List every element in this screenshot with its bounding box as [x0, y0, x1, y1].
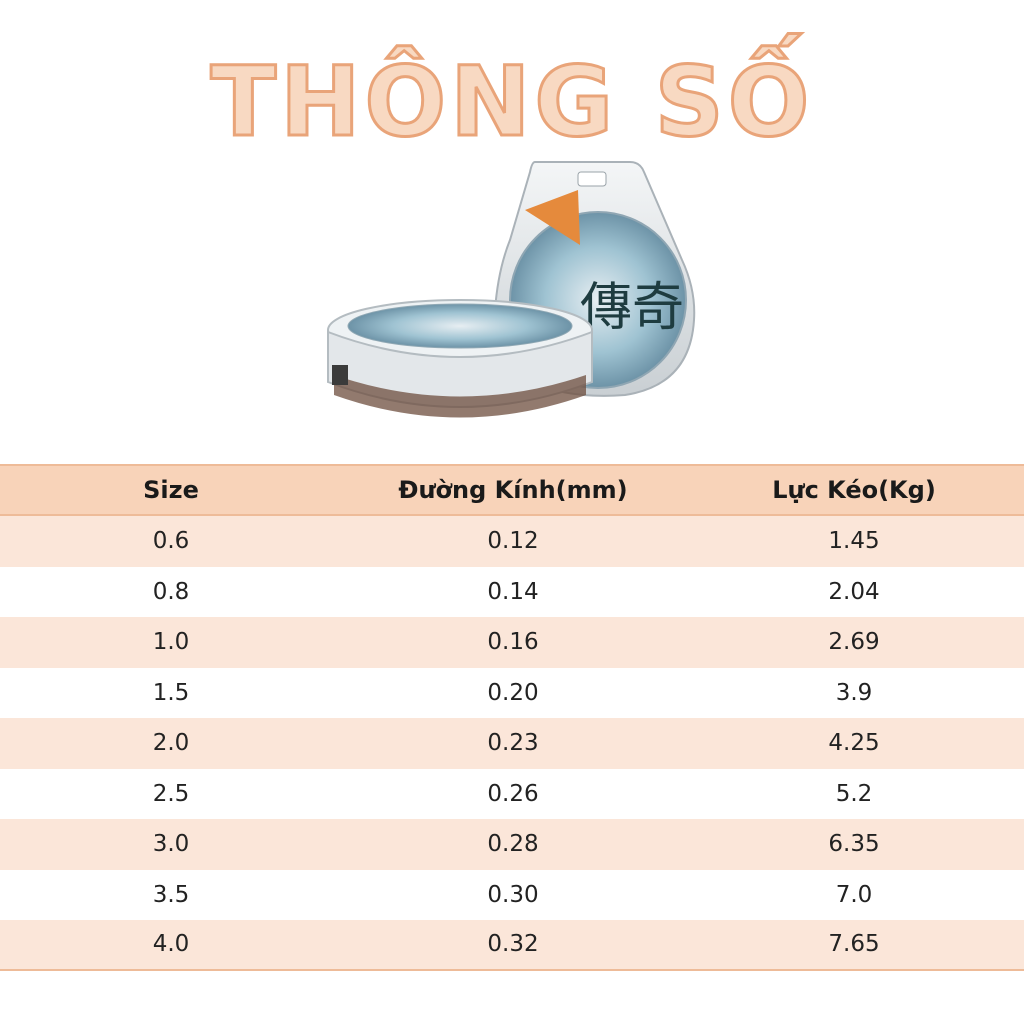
cell-size: 0.6	[152, 528, 190, 555]
table-row: 1.5 0.20 3.9	[0, 667, 1024, 718]
spec-table: Size Đường Kính(mm) Lực Kéo(Kg) 0.6 0.12…	[0, 464, 1024, 971]
cell-tensile: 5.2	[835, 780, 873, 807]
header-size: Size	[143, 476, 199, 504]
table-row: 0.8 0.14 2.04	[0, 566, 1024, 617]
cell-size: 0.8	[152, 578, 190, 605]
cell-tensile: 3.9	[835, 679, 873, 706]
cell-diameter: 0.30	[487, 881, 539, 908]
fishing-line-spool-image: 傳奇	[327, 161, 696, 418]
cell-diameter: 0.28	[487, 831, 539, 858]
cell-diameter: 0.26	[487, 780, 539, 807]
cell-diameter: 0.14	[487, 578, 539, 605]
cell-tensile: 2.04	[828, 578, 880, 605]
table-row: 4.0 0.32 7.65	[0, 920, 1024, 971]
cell-tensile: 7.0	[835, 881, 873, 908]
cell-diameter: 0.20	[487, 679, 539, 706]
cell-tensile: 6.35	[828, 831, 880, 858]
table-row: 0.6 0.12 1.45	[0, 516, 1024, 567]
cell-size: 2.5	[152, 780, 190, 807]
header-tensile: Lực Kéo(Kg)	[772, 476, 936, 504]
cell-diameter: 0.16	[487, 629, 539, 656]
table-row: 3.5 0.30 7.0	[0, 869, 1024, 920]
header-diameter: Đường Kính(mm)	[398, 476, 628, 504]
cell-size: 4.0	[152, 931, 190, 958]
cell-size: 1.5	[152, 679, 190, 706]
cell-diameter: 0.23	[487, 730, 539, 757]
cell-diameter: 0.32	[487, 931, 539, 958]
cell-tensile: 1.45	[828, 528, 880, 555]
table-row: 2.0 0.23 4.25	[0, 718, 1024, 769]
cell-size: 3.5	[152, 881, 190, 908]
cell-diameter: 0.12	[487, 528, 539, 555]
table-row: 3.0 0.28 6.35	[0, 819, 1024, 870]
page-title: THÔNG SỐ	[209, 45, 814, 160]
cell-tensile: 4.25	[828, 730, 880, 757]
cell-size: 1.0	[152, 629, 190, 656]
table-row: 1.0 0.16 2.69	[0, 617, 1024, 668]
cell-size: 3.0	[152, 831, 190, 858]
svg-text:傳奇: 傳奇	[580, 278, 684, 338]
cell-size: 2.0	[152, 730, 190, 757]
table-row: 2.5 0.26 5.2	[0, 768, 1024, 819]
cell-tensile: 7.65	[828, 931, 880, 958]
cell-tensile: 2.69	[828, 629, 880, 656]
table-header-row: Size Đường Kính(mm) Lực Kéo(Kg)	[0, 464, 1024, 516]
